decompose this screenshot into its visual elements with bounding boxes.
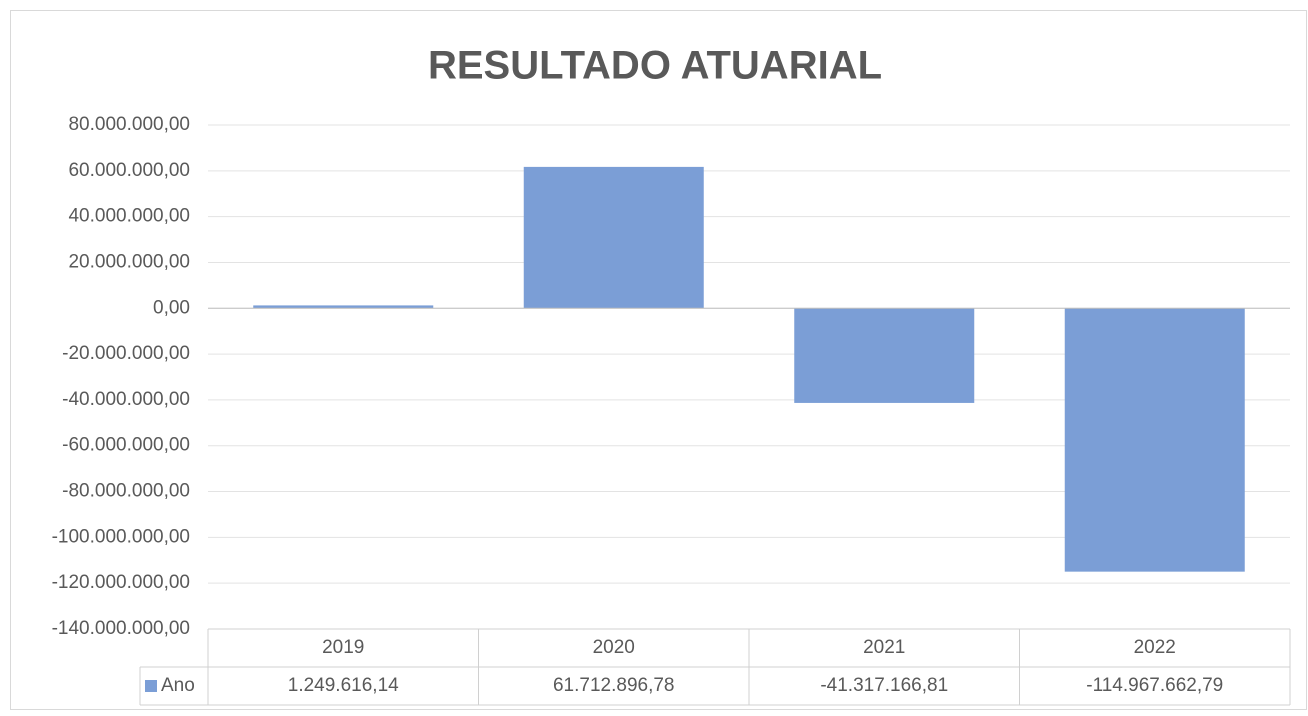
- y-tick-label: 0,00: [153, 297, 190, 318]
- data-label: 61.712.896,78: [553, 675, 675, 696]
- y-tick-label: 60.000.000,00: [68, 160, 190, 181]
- x-tick-label: 2019: [322, 637, 364, 658]
- bar: [794, 308, 975, 403]
- data-label: -41.317.166,81: [820, 675, 948, 696]
- y-tick-label: 40.000.000,00: [68, 206, 190, 227]
- y-tick-label: -40.000.000,00: [62, 389, 190, 410]
- bar: [1064, 308, 1245, 572]
- y-tick-label: 20.000.000,00: [68, 251, 190, 272]
- legend-key: [145, 680, 157, 692]
- y-tick-label: -120.000.000,00: [52, 572, 190, 593]
- y-tick-label: -80.000.000,00: [62, 481, 190, 502]
- x-tick-label: 2021: [863, 637, 905, 658]
- x-tick-label: 2020: [593, 637, 635, 658]
- y-tick-label: -100.000.000,00: [52, 526, 190, 547]
- legend-label: Ano: [161, 675, 195, 696]
- y-tick-label: 80.000.000,00: [68, 114, 190, 135]
- data-label: -114.967.662,79: [1086, 675, 1223, 696]
- bar: [523, 166, 704, 309]
- bar: [253, 305, 434, 309]
- y-tick-label: -20.000.000,00: [62, 343, 190, 364]
- y-tick-label: -140.000.000,00: [52, 618, 190, 639]
- data-label: 1.249.616,14: [288, 675, 399, 696]
- y-tick-label: -60.000.000,00: [62, 435, 190, 456]
- chart-title: RESULTADO ATUARIAL: [428, 44, 882, 88]
- x-tick-label: 2022: [1134, 637, 1176, 658]
